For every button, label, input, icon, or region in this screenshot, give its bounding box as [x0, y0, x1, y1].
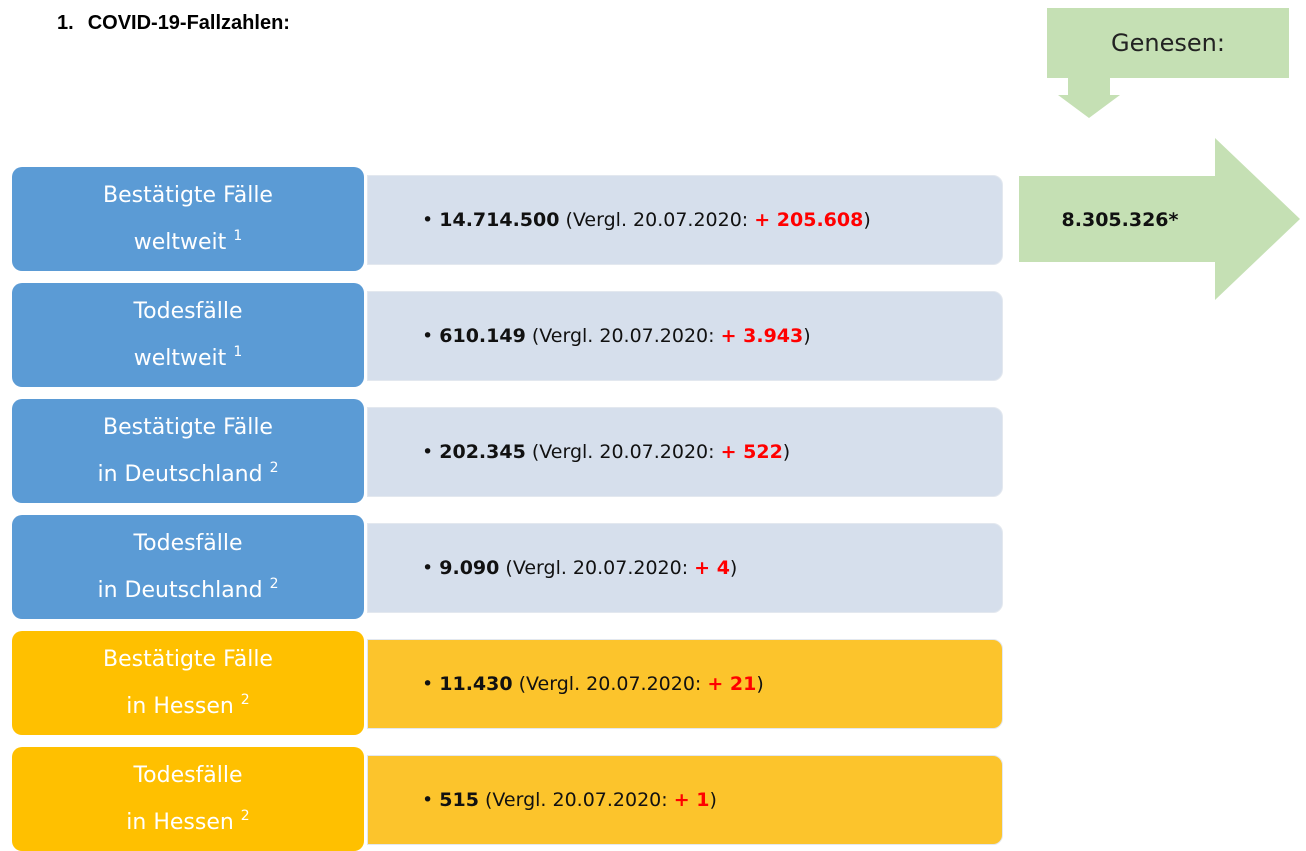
recovered-label: Genesen:	[1111, 29, 1225, 57]
row-value-box: • 610.149 (Vergl. 20.07.2020: + 3.943)	[367, 291, 1003, 381]
row-value-line: 515 (Vergl. 20.07.2020: + 1)	[439, 789, 717, 811]
row-value-line: 14.714.500 (Vergl. 20.07.2020: + 205.608…	[439, 209, 871, 231]
row-compare: (Vergl. 20.07.2020:	[531, 441, 721, 463]
row-close: )	[756, 673, 764, 695]
row-region-line: in Deutschland 2	[12, 564, 364, 611]
row-value-box: • 202.345 (Vergl. 20.07.2020: + 522)	[367, 407, 1003, 497]
row-label: Bestätigte Fälle	[103, 414, 273, 440]
row-value-box: • 11.430 (Vergl. 20.07.2020: + 21)	[367, 639, 1003, 729]
row-close: )	[782, 441, 791, 463]
row-compare: (Vergl. 20.07.2020:	[531, 325, 721, 347]
down-arrow	[1058, 78, 1120, 118]
footnote-ref: 1	[233, 343, 243, 360]
row-label: Bestätigte Fälle	[103, 182, 273, 208]
row-region: in Deutschland	[97, 461, 263, 487]
row-delta: + 21	[707, 673, 757, 695]
recovered-value: 8.305.326*	[1062, 209, 1179, 231]
row-region: in Deutschland	[97, 577, 263, 603]
row-value: 610.149	[439, 325, 526, 347]
row-compare: (Vergl. 20.07.2020:	[484, 789, 674, 811]
row-label-box: Todesfälle in Hessen 2	[12, 747, 364, 851]
row-delta: + 205.608	[754, 209, 864, 231]
row-region: weltweit	[133, 345, 227, 371]
footnote-ref: 2	[269, 575, 279, 592]
row-region-line: in Hessen 2	[12, 796, 364, 843]
row-value-line: 202.345 (Vergl. 20.07.2020: + 522)	[439, 441, 790, 463]
row-value: 515	[439, 789, 479, 811]
row-label: Todesfälle	[133, 530, 243, 556]
row-close: )	[709, 789, 717, 811]
row-compare: (Vergl. 20.07.2020:	[505, 557, 695, 579]
row-label: Todesfälle	[133, 762, 243, 788]
row-region: weltweit	[133, 229, 227, 255]
row-value: 9.090	[439, 557, 500, 579]
row-close: )	[803, 325, 811, 347]
row-delta: + 4	[694, 557, 730, 579]
heading-number: 1.	[57, 12, 74, 34]
footnote-ref: 1	[233, 227, 243, 244]
row-value-line: 11.430 (Vergl. 20.07.2020: + 21)	[439, 673, 764, 695]
heading-title: COVID-19-Fallzahlen:	[87, 12, 290, 34]
row-delta: + 3.943	[720, 325, 804, 347]
footnote-ref: 2	[240, 691, 250, 708]
row-value: 14.714.500	[439, 209, 560, 231]
row-region: in Hessen	[126, 809, 234, 835]
row-region-line: weltweit 1	[12, 332, 364, 379]
row-value-line: 610.149 (Vergl. 20.07.2020: + 3.943)	[439, 325, 810, 347]
right-arrow	[1019, 138, 1300, 300]
row-compare: (Vergl. 20.07.2020:	[565, 209, 755, 231]
row-value-box: • 9.090 (Vergl. 20.07.2020: + 4)	[367, 523, 1003, 613]
row-value-line: 9.090 (Vergl. 20.07.2020: + 4)	[439, 557, 737, 579]
heading: 1. COVID-19-Fallzahlen:	[57, 12, 290, 35]
row-label-box: Bestätigte Fälle in Hessen 2	[12, 631, 364, 735]
row-delta: + 1	[673, 789, 710, 811]
row-region-line: in Deutschland 2	[12, 448, 364, 495]
footnote-ref: 2	[269, 459, 279, 476]
row-label-box: Bestätigte Fälle weltweit 1	[12, 167, 364, 271]
row-region-line: weltweit 1	[12, 216, 364, 263]
row-label: Todesfälle	[133, 298, 243, 324]
row-value-box: • 515 (Vergl. 20.07.2020: + 1)	[367, 755, 1003, 845]
row-value: 202.345	[439, 441, 526, 463]
row-label-box: Bestätigte Fälle in Deutschland 2	[12, 399, 364, 503]
row-delta: + 522	[720, 441, 783, 463]
row-value: 11.430	[439, 673, 513, 695]
footnote-ref: 2	[240, 807, 250, 824]
row-compare: (Vergl. 20.07.2020:	[518, 673, 708, 695]
row-region-line: in Hessen 2	[12, 680, 364, 727]
row-value-box: • 14.714.500 (Vergl. 20.07.2020: + 205.6…	[367, 175, 1003, 265]
row-label-box: Todesfälle weltweit 1	[12, 283, 364, 387]
row-close: )	[729, 557, 738, 579]
row-label: Bestätigte Fälle	[103, 646, 273, 672]
recovered-label-box: Genesen:	[1047, 8, 1289, 78]
row-label-box: Todesfälle in Deutschland 2	[12, 515, 364, 619]
row-region: in Hessen	[126, 693, 234, 719]
row-close: )	[863, 209, 871, 231]
